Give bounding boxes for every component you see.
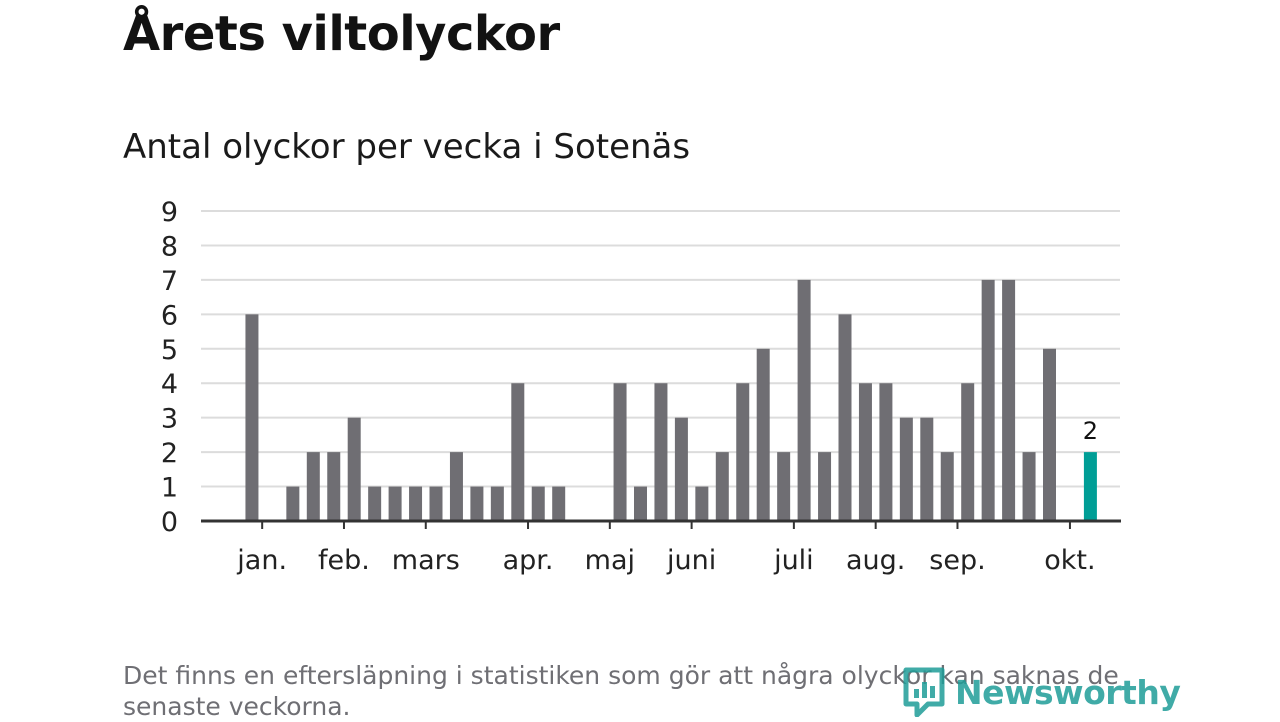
bar [818, 452, 832, 521]
footnote: Det finns en eftersläpning i statistiken… [123, 661, 1119, 721]
x-tick-label: feb. [318, 545, 370, 576]
bar [552, 486, 566, 521]
y-tick-label: 5 [161, 335, 178, 366]
x-tick-label: juli [773, 545, 814, 576]
bar [838, 314, 852, 521]
bar [1043, 348, 1056, 521]
bar [961, 383, 975, 521]
bar [899, 417, 913, 521]
bar [756, 348, 770, 521]
y-tick-label: 9 [161, 197, 178, 228]
y-tick-label: 6 [161, 300, 178, 331]
y-tick-label: 4 [161, 369, 178, 400]
bar [327, 452, 341, 521]
y-tick-label: 3 [161, 404, 178, 435]
bar [981, 279, 995, 521]
bar-highlight [1083, 452, 1097, 521]
x-tick-label: jan. [236, 545, 287, 576]
newsworthy-logo-icon [903, 667, 945, 717]
bar [490, 486, 504, 521]
bar [613, 383, 627, 521]
x-tick-label: juni [666, 545, 716, 576]
x-tick-label: okt. [1044, 545, 1095, 576]
bar [388, 486, 402, 521]
bar [715, 452, 729, 521]
x-tick-label: aug. [846, 545, 905, 576]
bar [797, 279, 811, 521]
y-tick-label: 7 [161, 266, 178, 297]
bar [940, 452, 954, 521]
bar [695, 486, 709, 521]
bar [470, 486, 484, 521]
bar [879, 383, 893, 521]
bar [736, 383, 750, 521]
newsworthy-logo-text: Newsworthy [955, 672, 1181, 712]
x-tick-label: mars [392, 545, 460, 576]
bar [368, 486, 382, 521]
chart-subtitle: Antal olyckor per vecka i Sotenäs [123, 127, 691, 167]
bar [286, 486, 300, 521]
chart-title: Årets viltolyckor [123, 6, 560, 62]
bar [858, 383, 872, 521]
bar [1002, 279, 1016, 521]
bar [511, 383, 525, 521]
bar [306, 452, 320, 521]
y-tick-label: 2 [161, 438, 178, 469]
x-tick-label: sep. [929, 545, 985, 576]
y-tick-label: 0 [161, 507, 178, 538]
bar [920, 417, 934, 521]
bar [654, 383, 668, 521]
bar [245, 314, 259, 521]
bar [531, 486, 545, 521]
bar [347, 417, 361, 521]
bar [777, 452, 791, 521]
y-tick-label: 8 [161, 231, 178, 262]
x-tick-label: maj [585, 545, 635, 576]
newsworthy-logo: Newsworthy [903, 667, 1181, 717]
bar [449, 452, 463, 521]
bar [409, 486, 423, 521]
bar [674, 417, 688, 521]
bar [634, 486, 647, 521]
x-tick-label: apr. [503, 545, 554, 576]
data-label: 2 [1083, 417, 1098, 445]
bar [1022, 452, 1036, 521]
bar [429, 486, 443, 521]
y-tick-label: 1 [161, 473, 178, 504]
